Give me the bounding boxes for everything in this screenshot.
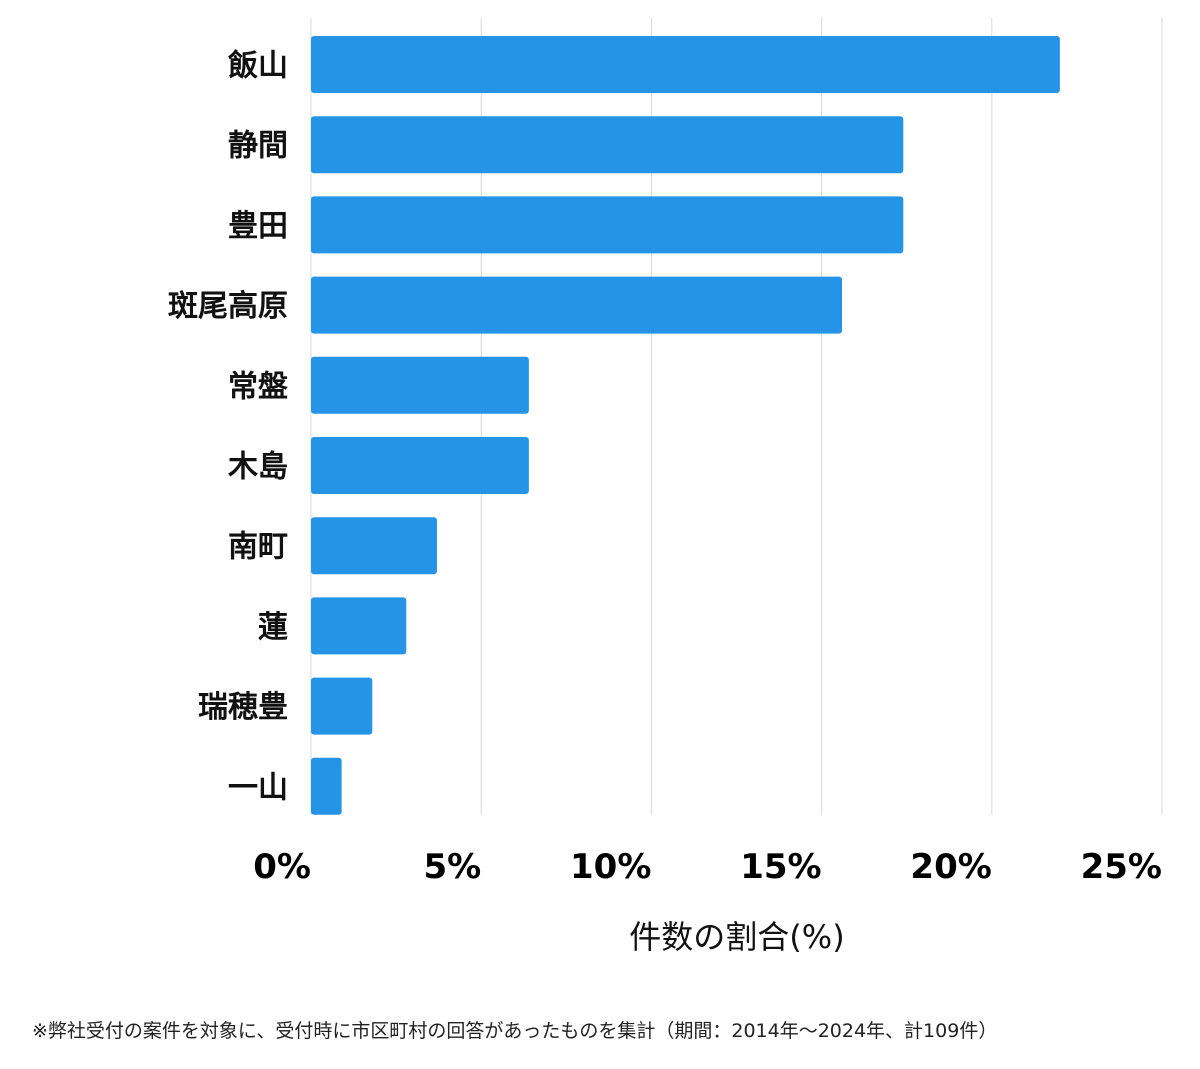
bar [311,437,529,494]
category-label: 蓮 [258,610,288,645]
x-tick-label: 5% [423,847,481,887]
bar [311,116,904,174]
category-label: 木島 [227,450,288,485]
bar [311,597,407,655]
x-tick-label: 10% [570,847,651,887]
category-label: 南町 [228,530,288,565]
x-tick-label: 25% [1081,847,1162,887]
x-tick-labels: 0% 5% 10% 15% 20% 25% [253,847,1162,887]
bars [311,36,1060,815]
category-label: 常盤 [228,369,288,404]
category-label: 瑞穂豊 [198,690,288,725]
bar [311,757,342,815]
bar [311,196,904,254]
x-tick-label: 15% [740,847,821,887]
x-tick-label: 0% [253,847,311,887]
category-label: 豊田 [228,209,288,244]
x-axis-title: 件数の割合(%) [629,918,844,956]
bar [311,356,529,414]
category-label: 一山 [228,770,288,805]
footnote: ※弊社受付の案件を対象に、受付時に市区町村の回答があったものを集計（期間：201… [32,1020,998,1042]
category-label: 静間 [228,129,288,164]
bar [311,517,437,575]
category-label: 斑尾高原 [168,289,288,324]
bar [311,36,1060,93]
category-label: 飯山 [228,49,288,84]
bar [311,276,843,334]
bar [311,677,373,735]
x-tick-label: 20% [910,847,991,887]
